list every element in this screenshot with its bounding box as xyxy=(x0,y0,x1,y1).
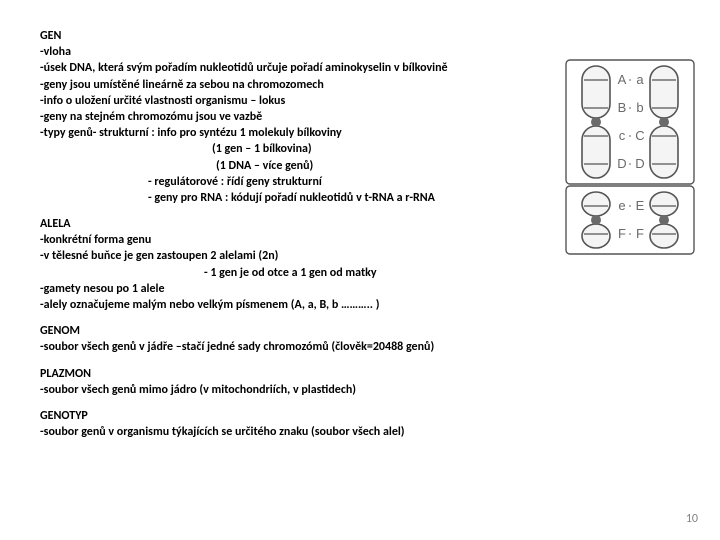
svg-text:b: b xyxy=(636,100,643,115)
genotyp-line: -soubor genů v organismu týkajících se u… xyxy=(40,424,550,440)
plazmon-line: -soubor všech genů mimo jádro (v mitocho… xyxy=(40,382,550,398)
alela-title: ALELA xyxy=(40,216,550,232)
chromosome-diagram: AaBbcCDDeEFF xyxy=(560,58,700,298)
gen-line: -typy genů- strukturní : info pro syntéz… xyxy=(40,125,550,141)
genotyp-title: GENOTYP xyxy=(40,408,550,424)
gen-line: - geny pro RNA : kódují pořadí nukleotid… xyxy=(40,190,550,206)
alela-line: -v tělesné buňce je gen zastoupen 2 alel… xyxy=(40,248,550,264)
svg-text:e: e xyxy=(618,198,625,213)
gen-line: (1 DNA – více genů) xyxy=(40,158,550,174)
svg-text:a: a xyxy=(636,72,644,87)
svg-text:B: B xyxy=(618,100,627,115)
svg-text:c: c xyxy=(619,128,626,143)
plazmon-title: PLAZMON xyxy=(40,366,550,382)
svg-text:E: E xyxy=(636,198,645,213)
svg-text:F: F xyxy=(618,226,626,241)
svg-text:D: D xyxy=(635,156,644,171)
gen-line: -vloha xyxy=(40,44,550,60)
svg-text:F: F xyxy=(636,226,644,241)
genom-title: GENOM xyxy=(40,323,550,339)
gen-title: GEN xyxy=(40,28,550,44)
page-number: 10 xyxy=(686,512,698,526)
alela-line: - 1 gen je od otce a 1 gen od matky xyxy=(40,265,550,281)
gen-line: - regulátorové : řídí geny strukturní xyxy=(40,174,550,190)
svg-text:D: D xyxy=(617,156,626,171)
svg-text:C: C xyxy=(635,128,644,143)
alela-line: -konkrétní forma genu xyxy=(40,232,550,248)
genom-line: -soubor všech genů v jádře –stačí jedné … xyxy=(40,339,550,355)
alela-line: -gamety nesou po 1 alele xyxy=(40,281,550,297)
svg-text:A: A xyxy=(618,72,627,87)
gen-line: -geny na stejném chromozómu jsou ve vazb… xyxy=(40,109,550,125)
gen-line: (1 gen – 1 bílkovina) xyxy=(40,141,550,157)
alela-line: -alely označujeme malým nebo velkým písm… xyxy=(40,297,550,313)
gen-line: -úsek DNA, která svým pořadím nukleotidů… xyxy=(40,60,550,76)
gen-line: -info o uložení určité vlastnosti organi… xyxy=(40,93,550,109)
gen-line: -geny jsou umístěné lineárně za sebou na… xyxy=(40,77,550,93)
text-content: GEN -vloha -úsek DNA, která svým pořadím… xyxy=(40,28,550,440)
